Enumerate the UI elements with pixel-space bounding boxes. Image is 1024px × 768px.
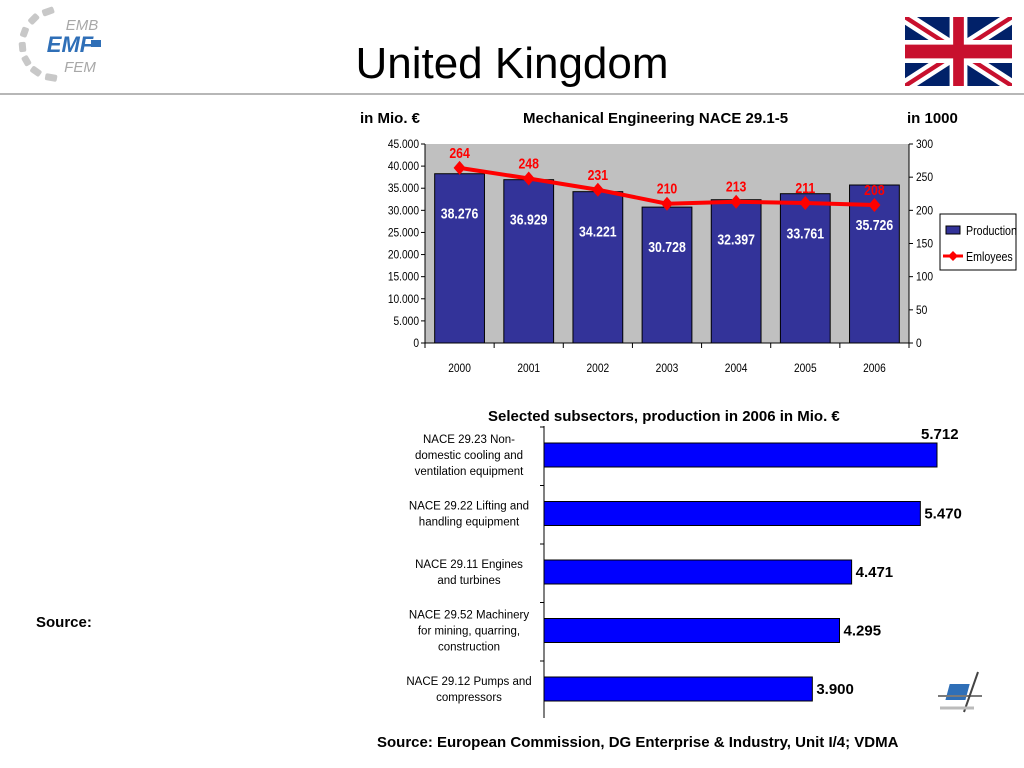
emf-logo: EMB EMF FEM	[18, 6, 101, 82]
subsectors-bar-chart: 5.712 NACE 29.23 Non-domestic cooling and…	[406, 426, 962, 718]
logo-text-main: EMF	[47, 32, 94, 57]
chart2-title: Selected subsectors, production in 2006 …	[488, 408, 840, 425]
employees-marker	[453, 160, 466, 175]
chart1-title: Mechanical Engineering NACE 29.1-5	[523, 110, 789, 127]
x-category-label: 2002	[587, 362, 610, 375]
subsector-bar	[543, 559, 853, 585]
right-tick-label: 100	[916, 271, 933, 284]
employees-marker	[522, 171, 535, 186]
subsector-category-label: NACE 29.22 Lifting and	[409, 501, 529, 513]
employees-value-label: 213	[726, 179, 747, 195]
subsector-category-label: ventilation equipment	[415, 466, 524, 478]
left-tick-label: 15.000	[388, 271, 419, 284]
stylized-e-emblem-icon	[938, 671, 982, 713]
production-bar	[710, 199, 762, 344]
x-category-label: 2001	[517, 362, 540, 375]
production-bar	[779, 193, 831, 344]
left-tick-label: 40.000	[388, 160, 419, 173]
left-tick-label: 5.000	[393, 315, 419, 328]
production-value-label: 36.929	[510, 212, 548, 228]
production-value-label: 35.726	[856, 217, 894, 233]
subsector-bar	[543, 618, 841, 643]
logo-text-top: EMB	[66, 17, 99, 34]
left-tick-label: 10.000	[388, 293, 419, 306]
x-category-label: 2004	[725, 362, 748, 375]
header-divider	[0, 93, 1024, 95]
production-value-label: 32.397	[717, 232, 755, 248]
uk-flag-icon	[905, 17, 1012, 86]
left-tick-label: 0	[413, 337, 419, 350]
subsector-category-label: compressors	[436, 692, 502, 704]
subsector-bar	[543, 442, 938, 468]
subsector-value-label: 3.900	[816, 681, 854, 698]
subsector-bar	[543, 501, 921, 526]
employees-value-label: 208	[864, 182, 885, 198]
production-value-label: 33.761	[786, 226, 824, 242]
logo-text-bottom: FEM	[64, 59, 96, 76]
legend-marker-employees	[948, 251, 958, 261]
subsector-category-label: for mining, quarring,	[418, 626, 520, 638]
subsector-category-label: and turbines	[437, 575, 501, 587]
production-bar	[434, 173, 485, 344]
subsector-category-label: NACE 29.12 Pumps and	[406, 676, 531, 688]
subsector-category-label: NACE 29.52 Machinery	[409, 610, 529, 622]
x-category-label: 2006	[863, 362, 886, 375]
subsector-category-label: NACE 29.11 Engines	[415, 559, 523, 571]
logo-accent	[91, 40, 101, 47]
page-title: United Kingdom	[355, 39, 669, 88]
employees-value-label: 211	[795, 180, 815, 196]
subsector-category-label: domestic cooling and	[415, 450, 523, 462]
subsector-value-label: 4.471	[856, 564, 894, 581]
production-bar	[641, 206, 693, 344]
production-value-label: 34.221	[579, 224, 617, 240]
subsector-category-label: handling equipment	[419, 517, 520, 529]
employees-marker	[799, 196, 812, 211]
subsector-value-label: 5.470	[924, 506, 962, 523]
employees-marker	[868, 198, 881, 213]
employees-marker	[730, 194, 743, 209]
logo-ring-segments	[18, 6, 58, 82]
legend-label-employees: Emloyees	[966, 249, 1013, 264]
employees-marker	[591, 182, 604, 197]
right-tick-label: 150	[916, 238, 933, 251]
right-tick-label: 50	[916, 304, 927, 317]
left-tick-label: 25.000	[388, 227, 419, 240]
production-bar	[503, 179, 555, 344]
x-category-label: 2003	[656, 362, 679, 375]
subsector-value-label: 5.712	[921, 426, 959, 443]
subsector-category-label: construction	[438, 642, 500, 654]
legend-swatch-production	[945, 225, 961, 235]
source-footnote: Source: European Commission, DG Enterpri…	[377, 734, 899, 751]
left-tick-label: 20.000	[388, 249, 419, 262]
subsector-category-label: NACE 29.23 Non-	[423, 434, 515, 446]
x-category-label: 2005	[794, 362, 817, 375]
legend-label-production: Production	[966, 223, 1017, 238]
x-category-label: 2000	[448, 362, 471, 375]
employees-marker	[661, 196, 673, 211]
left-tick-label: 30.000	[388, 205, 419, 218]
production-value-label: 38.276	[441, 206, 479, 222]
right-tick-label: 0	[916, 337, 922, 350]
source-label: Source:	[36, 614, 92, 631]
right-tick-label: 300	[916, 138, 933, 151]
employees-value-label: 210	[657, 181, 678, 197]
subsector-bar	[543, 676, 813, 702]
right-tick-label: 250	[916, 171, 933, 184]
production-value-label: 30.728	[648, 239, 686, 255]
employees-value-label: 231	[588, 167, 609, 183]
left-tick-label: 45.000	[388, 138, 419, 151]
left-tick-label: 35.000	[388, 183, 419, 196]
right-axis-unit-label: in 1000	[907, 110, 958, 127]
employees-value-label: 248	[518, 155, 539, 171]
subsector-value-label: 4.295	[844, 623, 882, 640]
employees-value-label: 264	[449, 145, 470, 161]
left-axis-unit-label: in Mio. €	[360, 110, 420, 127]
right-tick-label: 200	[916, 205, 933, 218]
production-employees-chart: 0 5.000 10.000 15.000 20.000 25.000 30.000 35.0…	[388, 138, 1017, 375]
